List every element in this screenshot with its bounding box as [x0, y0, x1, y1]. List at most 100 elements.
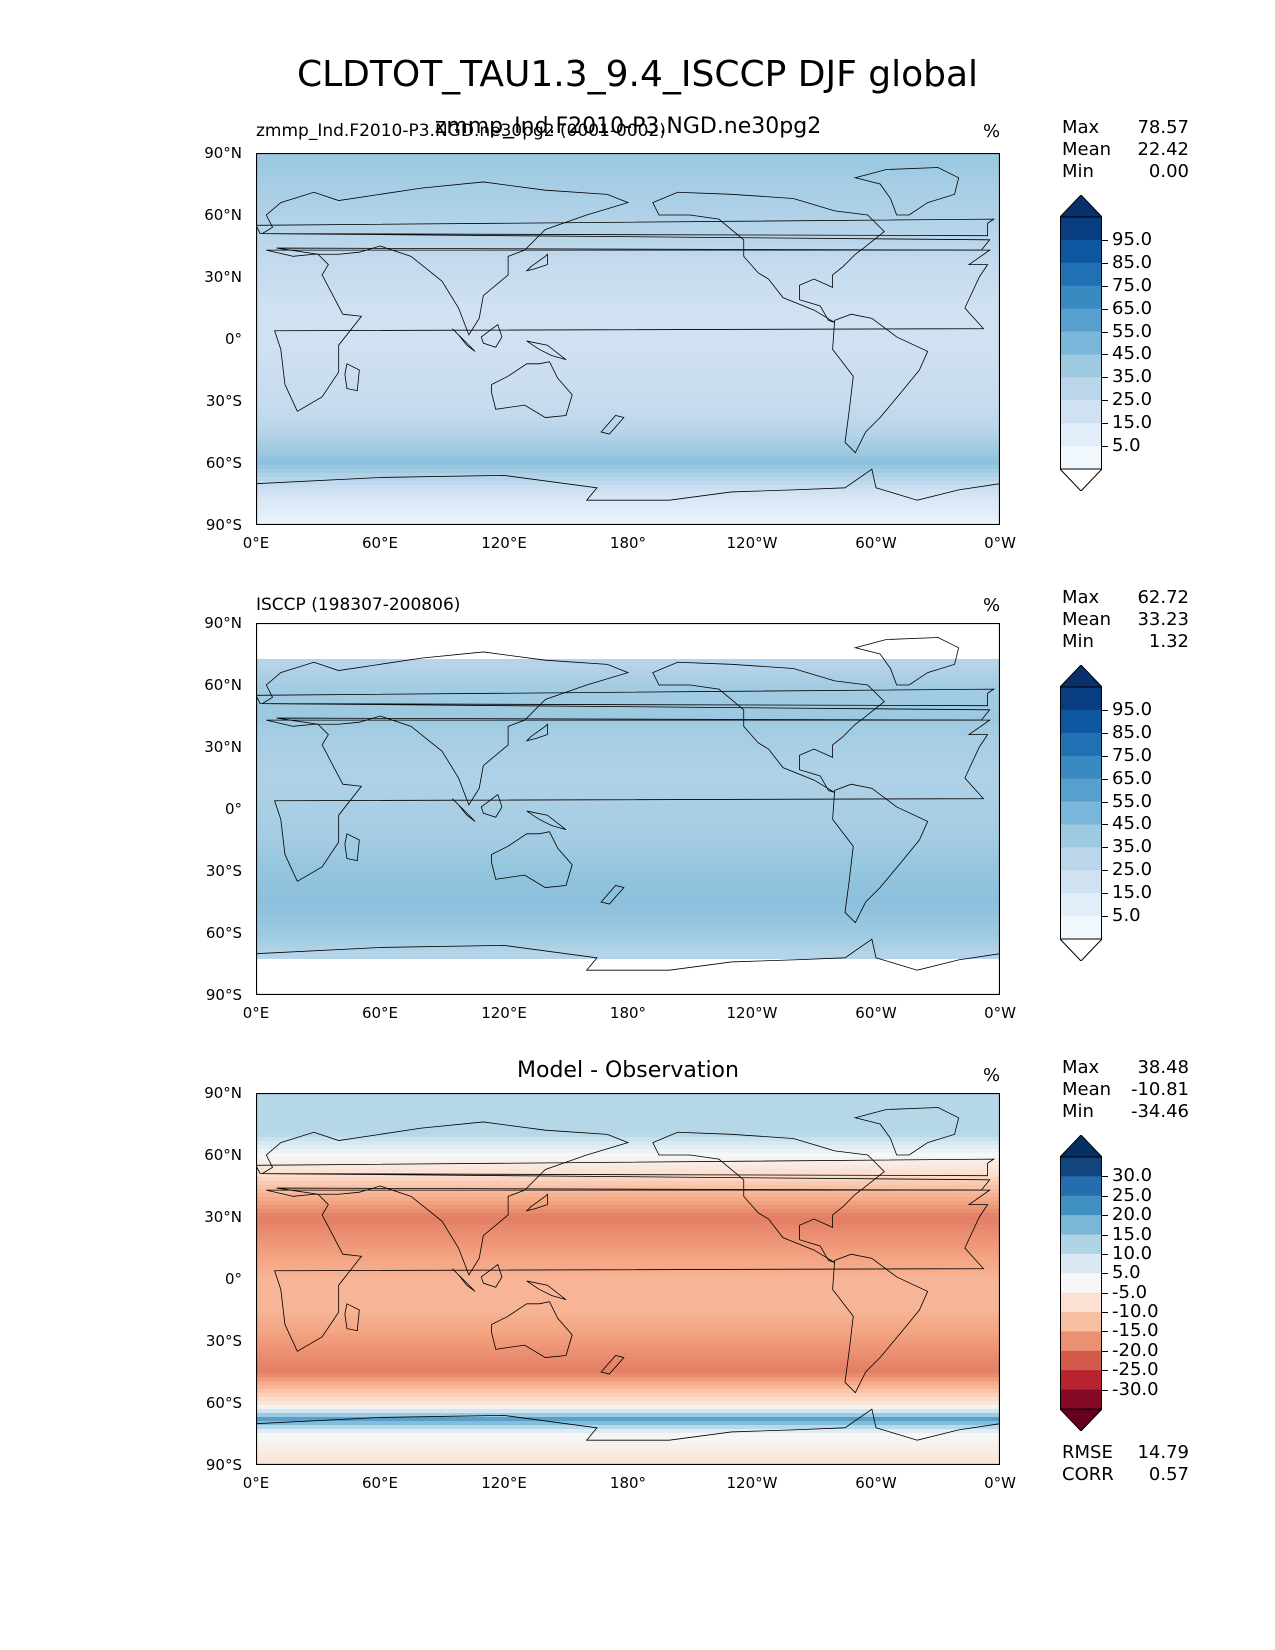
zonal-band [256, 413, 1000, 418]
colorbar-tick [1102, 262, 1108, 264]
zonal-band [256, 755, 1000, 760]
colorbar-level [1060, 893, 1102, 917]
zonal-band [256, 1277, 1000, 1282]
colorbar-tick-label: 25.0 [1112, 1184, 1153, 1206]
zonal-band [256, 1357, 1000, 1362]
coastline [256, 688, 996, 707]
panel-subtitle-left: zmmp_Ind.F2010-P3.NGD.ne30pg2 (0001-0002… [256, 121, 666, 141]
zonal-band [256, 429, 1000, 434]
zonal-band [256, 1133, 1000, 1138]
zonal-band [256, 1445, 1000, 1450]
zonal-band [256, 293, 1000, 298]
colorbar-tick-label: -25.0 [1112, 1359, 1159, 1381]
zonal-band [256, 1373, 1000, 1378]
colorbar-difference [1058, 1134, 1104, 1435]
zonal-band [256, 919, 1000, 924]
zonal-band [256, 1165, 1000, 1170]
lon-tick-label: 180° [609, 534, 647, 552]
zonal-band [256, 509, 1000, 514]
colorbar-level [1060, 423, 1102, 447]
zonal-band [256, 361, 1000, 366]
zonal-band [256, 173, 1000, 178]
zonal-band [256, 987, 1000, 992]
lon-tick-label: 120°W [726, 1474, 778, 1492]
zonal-band [256, 1121, 1000, 1126]
zonal-band [256, 927, 1000, 932]
stat-mean: Mean 33.23 [1062, 609, 1189, 630]
zonal-band [256, 823, 1000, 828]
zonal-band [256, 1201, 1000, 1206]
zonal-band [256, 1353, 1000, 1358]
colorbar-tick [1102, 1292, 1108, 1294]
lat-tick-label: 90°N [204, 614, 242, 632]
colorbar-level [1060, 1234, 1102, 1255]
zonal-band [256, 205, 1000, 210]
coastline [600, 1355, 625, 1375]
zonal-band [256, 935, 1000, 940]
map-frame [256, 623, 1000, 995]
coastline [853, 167, 960, 216]
zonal-band [256, 835, 1000, 840]
lon-tick-label: 0°E [242, 1004, 270, 1022]
colorbar-extend-min [1058, 938, 1104, 962]
zonal-band [256, 1197, 1000, 1202]
colorbar-level [1060, 870, 1102, 894]
zonal-band [256, 185, 1000, 190]
zonal-band [256, 655, 1000, 660]
zonal-band [256, 1245, 1000, 1250]
zonal-band [256, 273, 1000, 278]
zonal-band [256, 1361, 1000, 1366]
panel-title-center: zmmp_Ind.F2010-P3.NGD.ne30pg2 [434, 114, 822, 139]
stats-block: Max 78.57 Mean 22.42 Min 0.00 [1062, 117, 1189, 183]
map-plot-observation [256, 623, 1000, 995]
lon-tick-label: 0°E [242, 534, 270, 552]
lat-tick-label: 0° [224, 330, 242, 348]
coastline [526, 810, 567, 831]
colorbar-tick [1102, 755, 1108, 757]
lon-tick-label: 60°E [361, 1004, 399, 1022]
zonal-band [256, 229, 1000, 234]
zonal-band [256, 975, 1000, 980]
colorbar-tick [1102, 1253, 1108, 1255]
lat-tick-label: 90°S [205, 1456, 242, 1474]
colorbar-tick-label: 20.0 [1112, 1204, 1153, 1226]
zonal-band [256, 1273, 1000, 1278]
colorbar-level [1060, 1331, 1102, 1352]
zonal-band [256, 1169, 1000, 1174]
zonal-band [256, 931, 1000, 936]
colorbar-tick-label: 10.0 [1112, 1242, 1153, 1264]
zonal-band [256, 1317, 1000, 1322]
zonal-band [256, 1145, 1000, 1150]
lat-tick-label: 60°S [205, 1394, 242, 1412]
zonal-band [256, 477, 1000, 482]
zonal-band [256, 1381, 1000, 1386]
colorbar-tick-label: 85.0 [1112, 251, 1153, 273]
colorbar-level [1060, 285, 1102, 310]
coastline [652, 191, 885, 323]
zonal-band [256, 333, 1000, 338]
zonal-band [256, 445, 1000, 450]
zonal-band [256, 843, 1000, 848]
zonal-band [256, 667, 1000, 672]
zonal-band [256, 425, 1000, 430]
colorbar-tick [1102, 893, 1108, 895]
stat-max: Max 38.48 [1062, 1057, 1189, 1078]
zonal-band [256, 281, 1000, 286]
colorbar-level [1060, 239, 1102, 264]
zonal-band [256, 635, 1000, 640]
colorbar-tick-label: 5.0 [1112, 905, 1141, 927]
colorbar-tick [1102, 446, 1108, 448]
zonal-band [256, 1409, 1000, 1414]
zonal-band [256, 1413, 1000, 1418]
zonal-band [256, 493, 1000, 498]
zonal-band [256, 1129, 1000, 1134]
lon-tick-label: 120°E [481, 1474, 527, 1492]
lon-tick-label: 120°E [481, 534, 527, 552]
zonal-band [256, 305, 1000, 310]
zonal-band [256, 245, 1000, 250]
zonal-band [256, 481, 1000, 486]
zonal-band [256, 237, 1000, 242]
colorbar-tick [1102, 847, 1108, 849]
map-plot-difference [256, 1093, 1000, 1465]
zonal-band [256, 489, 1000, 494]
